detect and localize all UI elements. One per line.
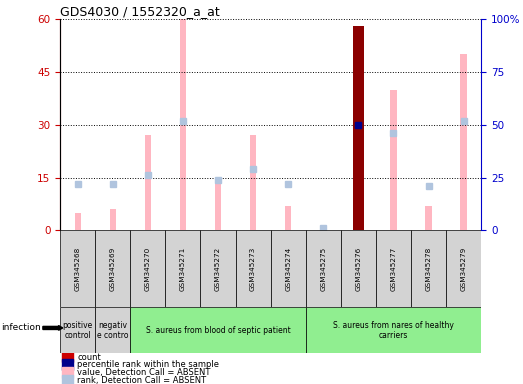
Bar (130, 230, 165, 307)
Text: value, Detection Call = ABSENT: value, Detection Call = ABSENT (77, 368, 210, 377)
Bar (95, 307, 130, 353)
Bar (200, 230, 235, 307)
Bar (306, 230, 341, 307)
Text: S. aureus from nares of healthy
carriers: S. aureus from nares of healthy carriers (333, 321, 454, 340)
Bar (250, 136, 256, 230)
Text: GSM345274: GSM345274 (285, 247, 291, 291)
Bar (353, 26, 363, 230)
Bar (60, 230, 95, 307)
Bar (165, 230, 200, 307)
Bar (341, 230, 376, 307)
Text: GDS4030 / 1552320_a_at: GDS4030 / 1552320_a_at (60, 5, 220, 18)
Bar (75, 213, 81, 230)
Text: GSM345279: GSM345279 (461, 247, 467, 291)
Text: GSM345268: GSM345268 (75, 247, 81, 291)
Bar (60, 307, 95, 353)
Bar (62, 375, 73, 384)
Text: GSM345273: GSM345273 (250, 247, 256, 291)
Bar (62, 367, 73, 378)
Text: infection: infection (1, 323, 41, 333)
Bar (145, 136, 151, 230)
Text: GSM345278: GSM345278 (426, 247, 431, 291)
Bar (130, 307, 306, 353)
Bar (271, 230, 306, 307)
Bar (376, 230, 411, 307)
Bar (285, 206, 291, 230)
Text: GSM345275: GSM345275 (320, 247, 326, 291)
Bar (110, 209, 116, 230)
Text: GSM345276: GSM345276 (355, 247, 361, 291)
Bar (411, 230, 446, 307)
Text: GSM345277: GSM345277 (391, 247, 396, 291)
Bar (446, 230, 481, 307)
Bar (390, 89, 396, 230)
Text: GSM345269: GSM345269 (110, 247, 116, 291)
Text: negativ
e contro: negativ e contro (97, 321, 129, 340)
Text: GSM345272: GSM345272 (215, 247, 221, 291)
Bar (460, 55, 467, 230)
Text: GSM345270: GSM345270 (145, 247, 151, 291)
Bar (235, 230, 271, 307)
Bar (62, 352, 73, 362)
Bar (320, 228, 326, 230)
Text: positive
control: positive control (63, 321, 93, 340)
Bar (62, 359, 73, 370)
Text: count: count (77, 353, 101, 362)
Bar (215, 181, 221, 230)
Text: rank, Detection Call = ABSENT: rank, Detection Call = ABSENT (77, 376, 206, 384)
Bar (306, 307, 481, 353)
Text: percentile rank within the sample: percentile rank within the sample (77, 360, 219, 369)
Text: GSM345271: GSM345271 (180, 247, 186, 291)
Bar (95, 230, 130, 307)
Bar (425, 206, 431, 230)
Bar (180, 19, 186, 230)
Text: S. aureus from blood of septic patient: S. aureus from blood of septic patient (145, 326, 290, 335)
